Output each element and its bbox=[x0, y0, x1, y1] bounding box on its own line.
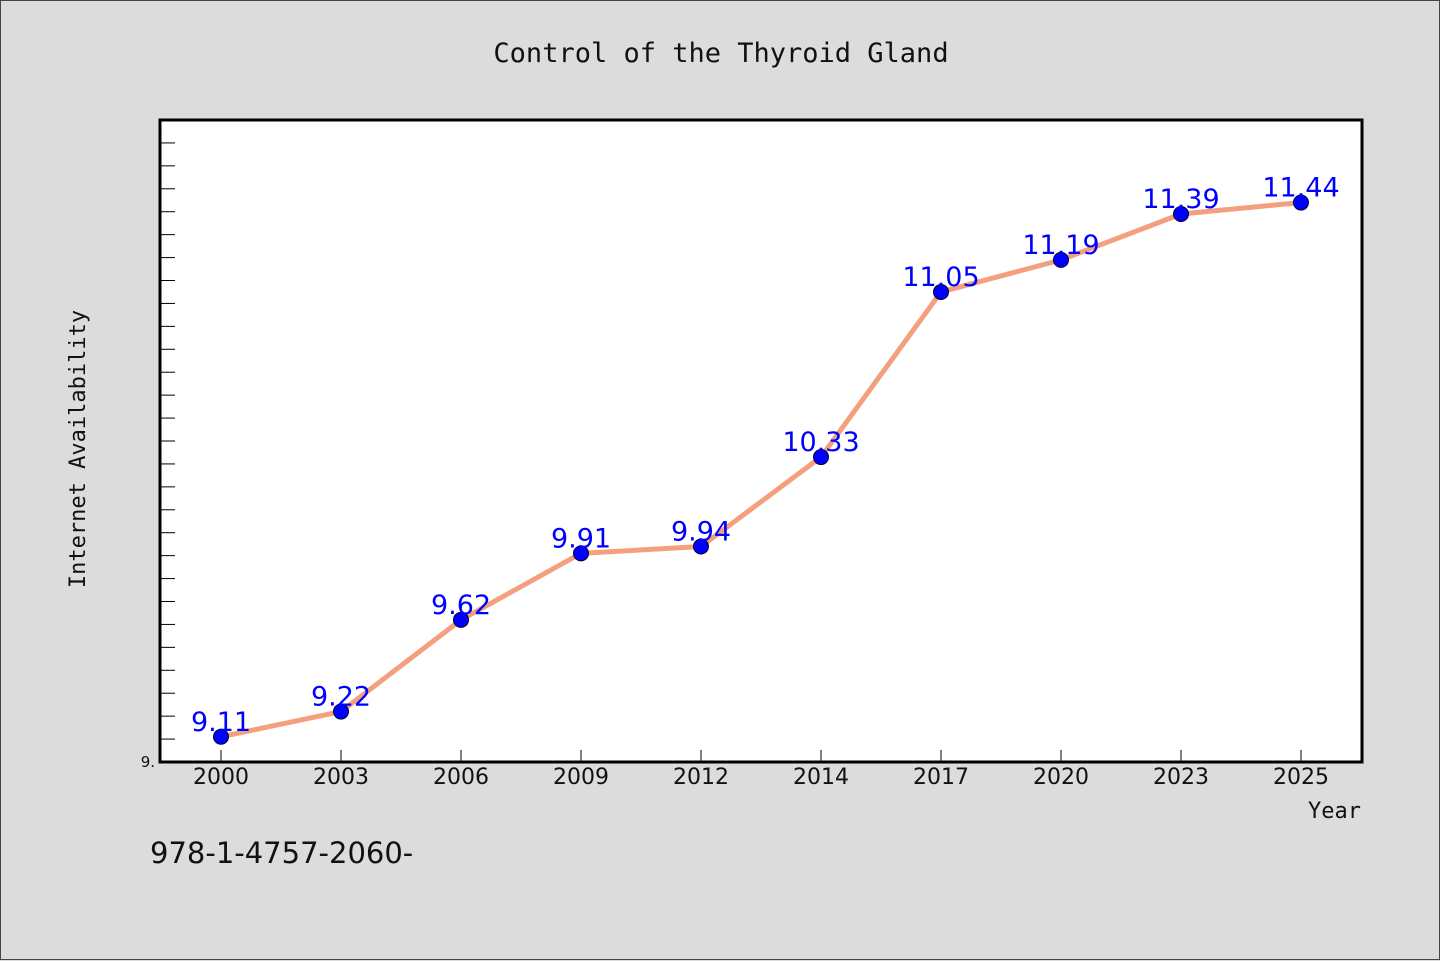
x-axis-ticks: 2000 2003 2006 2009 2012 2014 2017 2020 2023 2025 bbox=[193, 750, 1329, 790]
x-tick-label: 2012 bbox=[673, 765, 729, 790]
data-point bbox=[1293, 194, 1309, 211]
data-label: 9.11 bbox=[191, 707, 251, 738]
data-labels: 9.11 9.22 9.62 9.91 9.94 10.33 11.05 11.19 11.39… bbox=[191, 173, 1340, 738]
x-tick-label: 2003 bbox=[313, 765, 369, 790]
x-tick-label: 2009 bbox=[553, 765, 609, 790]
data-label: 11.44 bbox=[1262, 173, 1339, 204]
y-axis-ticks: 9. bbox=[141, 142, 175, 771]
data-point bbox=[813, 449, 829, 466]
data-point bbox=[213, 728, 229, 745]
data-label: 9.62 bbox=[431, 590, 491, 621]
x-axis-label: Year bbox=[1308, 799, 1361, 824]
x-tick-label: 2006 bbox=[433, 765, 489, 790]
data-label: 10.33 bbox=[782, 427, 859, 458]
data-point bbox=[1173, 206, 1189, 223]
data-label: 9.94 bbox=[671, 516, 731, 547]
data-label: 9.91 bbox=[551, 523, 611, 554]
data-point bbox=[933, 283, 949, 300]
data-label: 11.05 bbox=[902, 262, 979, 293]
data-point bbox=[1053, 251, 1069, 268]
footer-identifier: 978-1-4757-2060- bbox=[150, 836, 413, 870]
y-axis-label: Internet Availability bbox=[66, 310, 91, 588]
x-tick-label: 2017 bbox=[913, 765, 969, 790]
y-tick-label: 9. bbox=[141, 753, 155, 771]
data-point bbox=[333, 703, 349, 720]
plot-area bbox=[158, 118, 1364, 764]
x-tick-label: 2025 bbox=[1273, 765, 1329, 790]
data-points bbox=[213, 194, 1309, 745]
data-label: 9.22 bbox=[311, 682, 371, 713]
x-tick-label: 2020 bbox=[1033, 765, 1089, 790]
chart-title: Control of the Thyroid Gland bbox=[493, 38, 948, 69]
data-point bbox=[693, 538, 709, 555]
x-tick-label: 2014 bbox=[793, 765, 849, 790]
data-point bbox=[573, 545, 589, 562]
data-label: 11.39 bbox=[1142, 184, 1219, 215]
series-line bbox=[218, 200, 1304, 740]
data-label: 11.19 bbox=[1022, 230, 1099, 261]
x-tick-label: 2023 bbox=[1153, 765, 1209, 790]
x-tick-label: 2000 bbox=[193, 765, 249, 790]
data-point bbox=[453, 611, 469, 628]
